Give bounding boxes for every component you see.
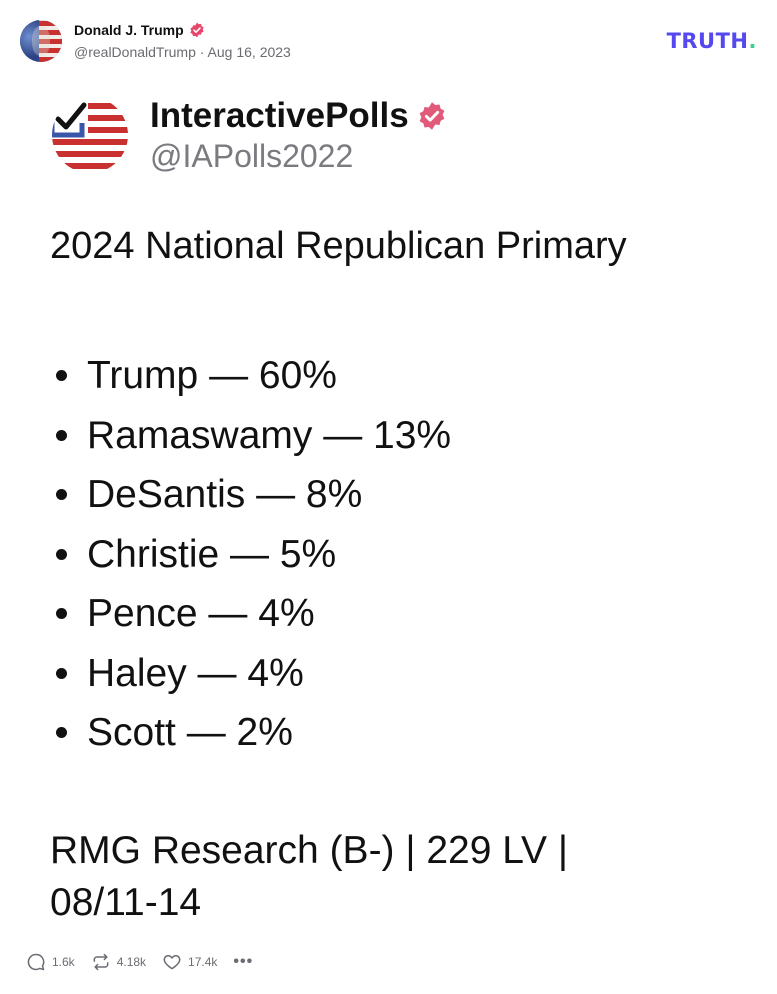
bullet-icon — [56, 370, 67, 382]
poll-result-text: DeSantis — 8% — [87, 473, 363, 516]
verified-badge-icon — [190, 22, 204, 38]
poll-result-text: Haley — 4% — [87, 651, 304, 695]
avatar-flag-stripes — [38, 20, 62, 62]
verified-badge-icon — [419, 101, 445, 130]
reply-count: 1.6k — [52, 955, 75, 969]
embedded-account-header: InteractivePolls @IAPolls2022 — [50, 95, 757, 175]
like-count: 17.4k — [188, 955, 218, 969]
bullet-icon — [56, 667, 67, 679]
more-options-button[interactable]: ••• — [233, 953, 253, 971]
avatar-face — [32, 26, 50, 56]
poll-result-text: Scott — 2% — [87, 711, 293, 754]
poll-result-item: Scott — 2% — [50, 703, 757, 763]
poll-source-line-1: RMG Research (B-) | 229 LV | — [50, 828, 569, 872]
author-handle[interactable]: @realDonaldTrump — [74, 44, 196, 60]
bullet-icon — [56, 489, 67, 501]
bullet-icon — [56, 608, 67, 620]
embedded-image-post[interactable]: InteractivePolls @IAPolls2022 2024 Natio… — [50, 95, 757, 929]
bullet-icon — [56, 429, 67, 441]
reply-icon — [27, 953, 45, 971]
logo-text: TRUTH — [666, 29, 749, 53]
poll-source: RMG Research (B-) | 229 LV | 08/11-14 — [50, 825, 670, 929]
interactive-polls-logo-icon — [52, 97, 128, 173]
separator: · — [199, 44, 205, 60]
avatar[interactable] — [20, 20, 62, 62]
poll-result-text: Trump — 60% — [87, 354, 337, 397]
post-actions: 1.6k 4.18k 17.4k ••• — [26, 952, 269, 972]
poll-result-text: Pence — 4% — [87, 592, 315, 635]
retruth-button[interactable]: 4.18k — [91, 952, 146, 972]
post-date[interactable]: Aug 16, 2023 — [207, 44, 291, 60]
embedded-account-name: InteractivePolls — [150, 95, 409, 135]
avatar-flag-blue — [20, 20, 44, 62]
poll-results-list: Trump — 60% Ramaswamy — 13% DeSantis — 8… — [50, 346, 757, 763]
poll-result-item: Haley — 4% — [50, 644, 757, 704]
poll-source-line-2: 08/11-14 — [50, 880, 202, 924]
embedded-name-row: InteractivePolls — [150, 96, 447, 136]
poll-result-text: Christie — 5% — [87, 532, 337, 576]
retruth-icon — [93, 953, 109, 971]
poll-result-item: Ramaswamy — 13% — [50, 406, 757, 466]
poll-title: 2024 National Republican Primary — [50, 225, 627, 267]
poll-result-item: Christie — 5% — [50, 525, 757, 585]
author-subline: @realDonaldTrump · Aug 16, 2023 — [74, 44, 291, 60]
like-button[interactable]: 17.4k — [162, 952, 217, 972]
heart-icon — [163, 955, 181, 970]
embedded-account-handle: @IAPolls2022 — [150, 137, 354, 174]
bullet-icon — [56, 727, 67, 739]
author-meta: Donald J. Trump @realDonaldTrump · Aug 1… — [74, 22, 291, 60]
truth-social-logo[interactable]: TRUTH. — [667, 29, 757, 53]
poll-result-text: Ramaswamy — 13% — [87, 413, 452, 457]
poll-result-item: DeSantis — 8% — [50, 465, 757, 525]
more-icon: ••• — [233, 953, 254, 970]
author-name[interactable]: Donald J. Trump — [74, 22, 184, 38]
embedded-account-meta: InteractivePolls @IAPolls2022 — [150, 96, 447, 175]
post-header: Donald J. Trump @realDonaldTrump · Aug 1… — [20, 20, 291, 62]
reply-button[interactable]: 1.6k — [26, 952, 75, 972]
poll-result-item: Pence — 4% — [50, 584, 757, 644]
logo-dot: . — [748, 29, 757, 53]
author-name-row: Donald J. Trump — [74, 22, 291, 38]
poll-result-item: Trump — 60% — [50, 346, 757, 406]
retruth-count: 4.18k — [116, 955, 147, 969]
bullet-icon — [56, 548, 67, 560]
